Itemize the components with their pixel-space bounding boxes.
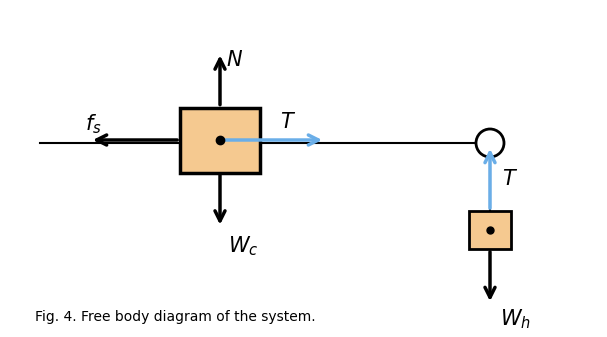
Text: $f_s$: $f_s$	[85, 112, 101, 135]
Bar	[180, 108, 260, 173]
Text: $W_h$: $W_h$	[500, 307, 531, 331]
Circle shape	[476, 129, 504, 157]
Text: $W_c$: $W_c$	[228, 235, 259, 258]
Text: $T$: $T$	[280, 112, 296, 132]
Text: $N$: $N$	[226, 50, 243, 69]
Bar	[469, 211, 511, 249]
Text: Fig. 4. Free body diagram of the system.: Fig. 4. Free body diagram of the system.	[35, 310, 316, 324]
Text: $T$: $T$	[502, 169, 518, 189]
